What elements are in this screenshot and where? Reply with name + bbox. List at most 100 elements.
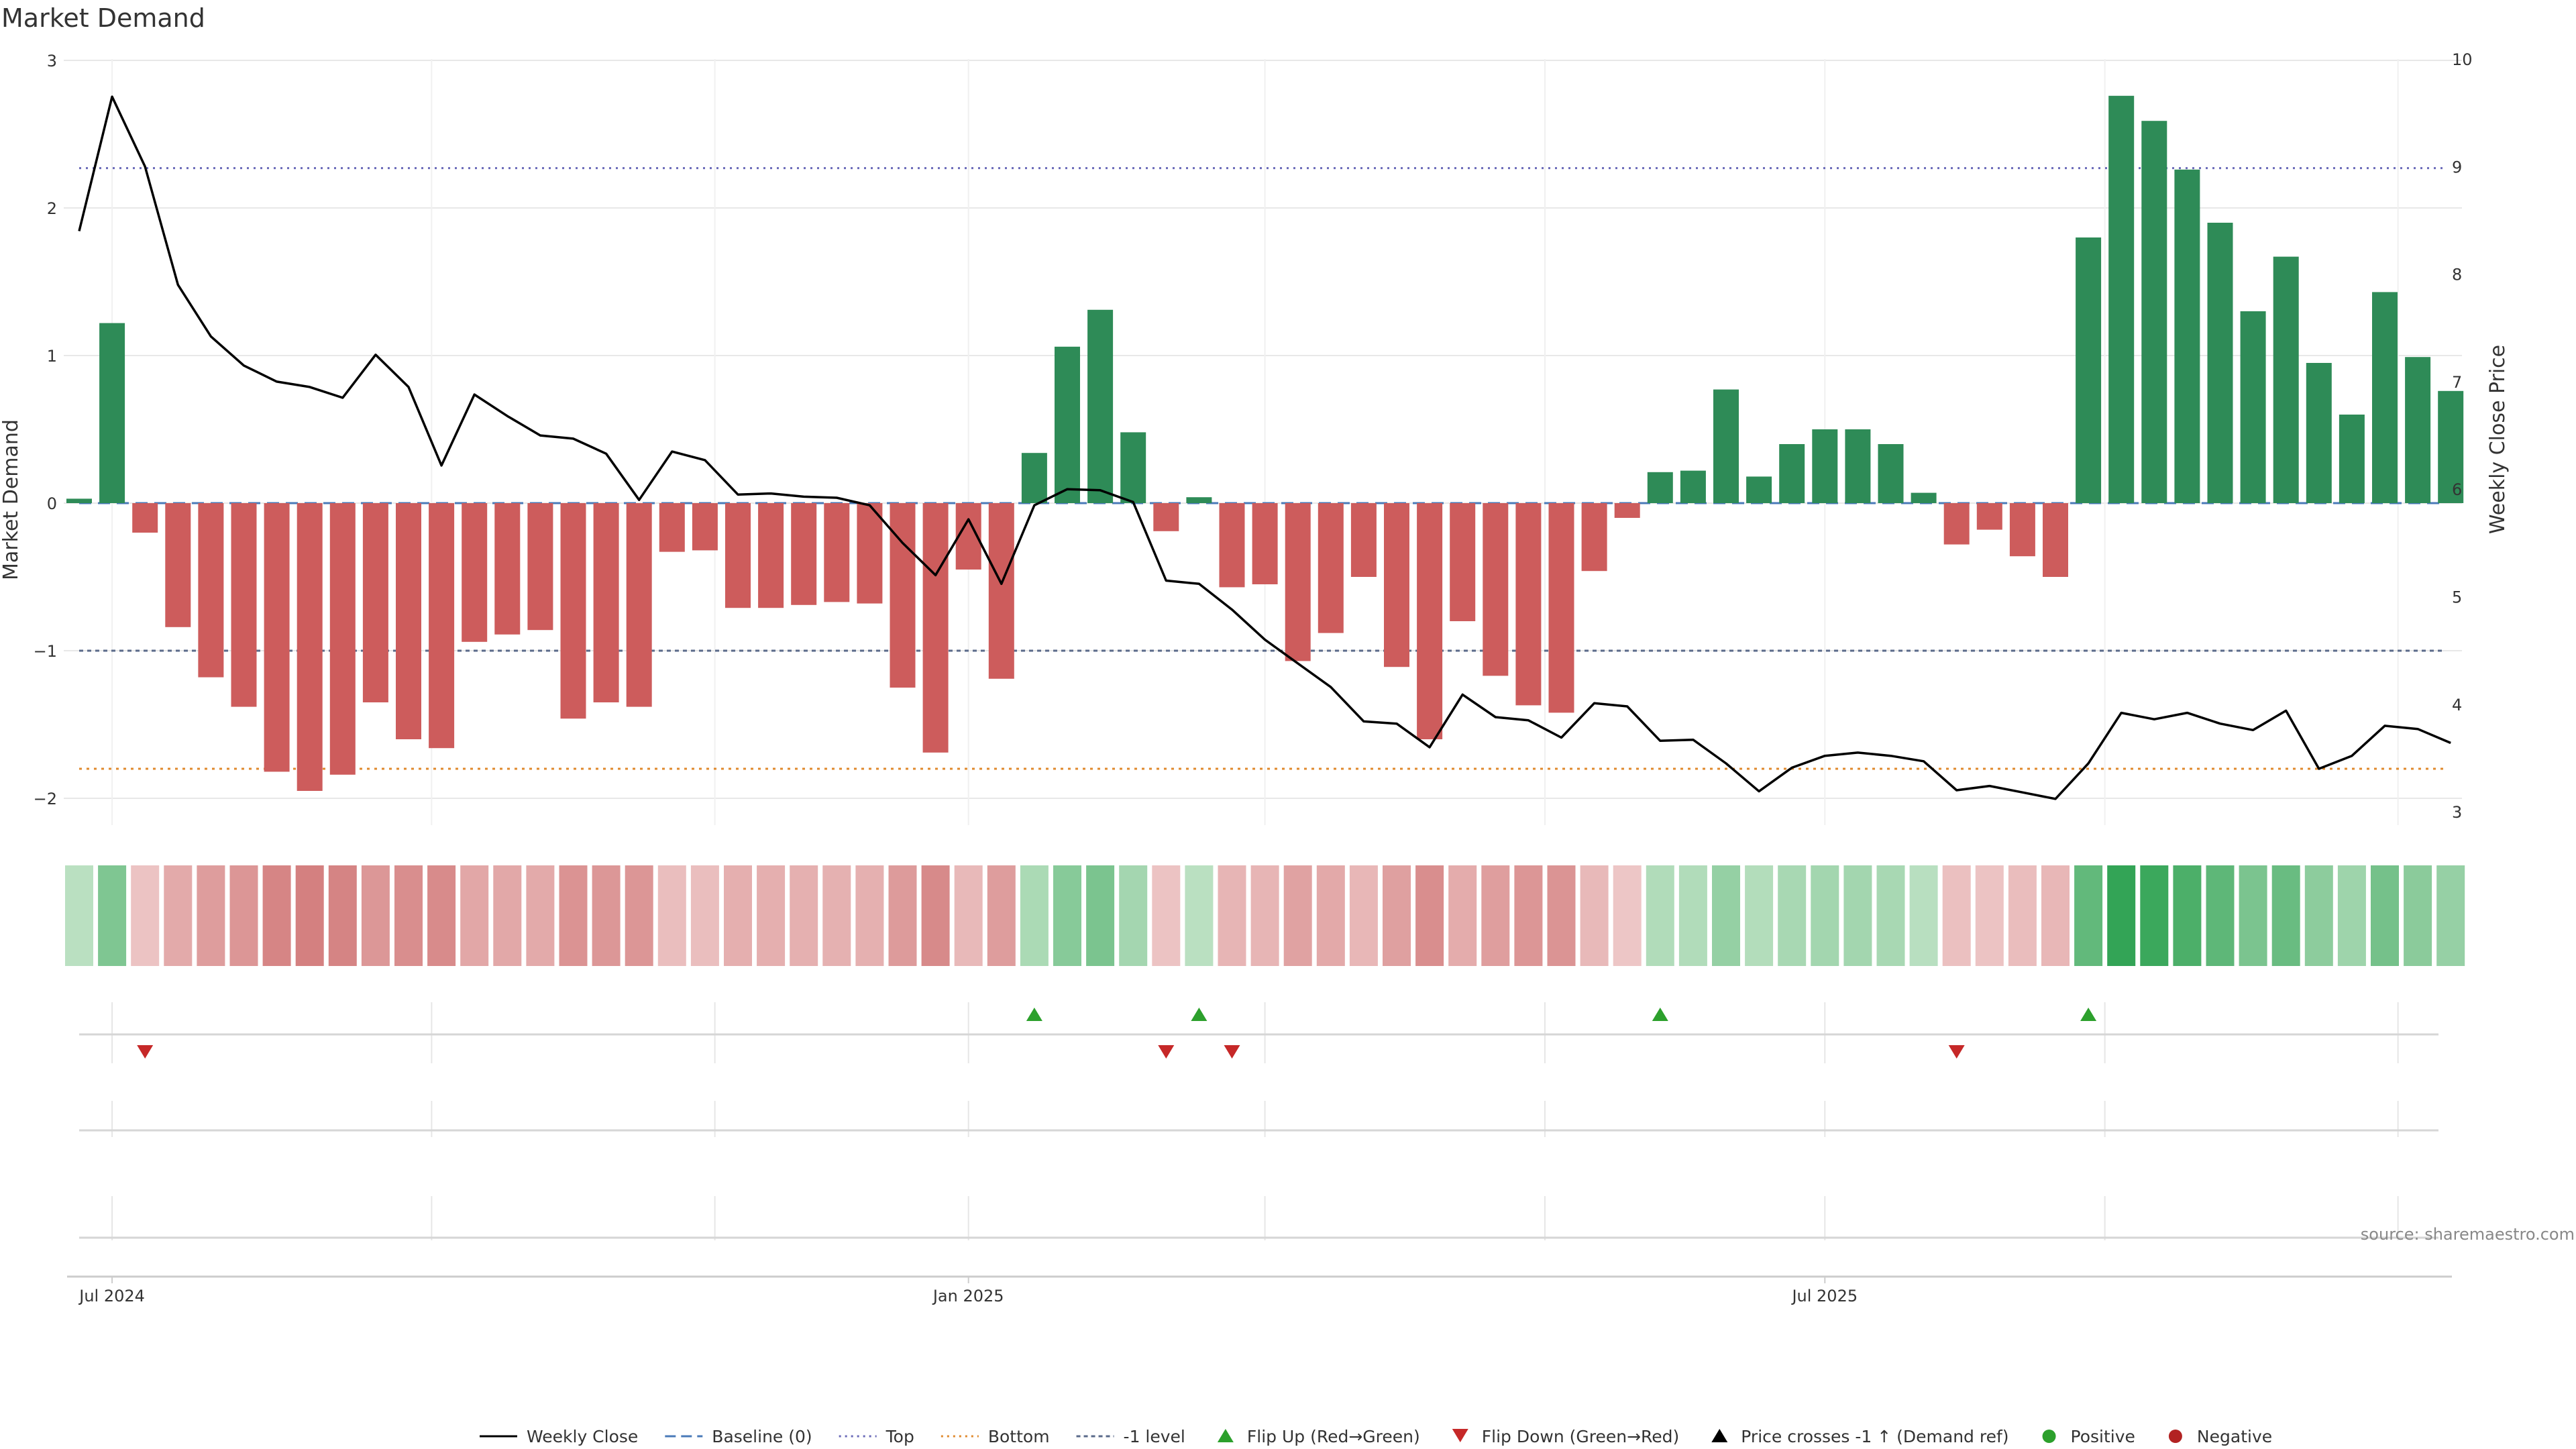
demand-bar (1779, 444, 1805, 503)
legend-label: Price crosses -1 ↑ (Demand ref) (1741, 1427, 2008, 1446)
heat-cell (790, 865, 818, 966)
demand-bar (2174, 169, 2200, 504)
heat-cell (2173, 865, 2202, 966)
y-right-tick-label: 8 (2452, 266, 2462, 284)
legend-label: Weekly Close (527, 1427, 638, 1446)
heat-cell (625, 865, 653, 966)
heat-cell (1778, 865, 1807, 966)
x-tick-label: Jul 2025 (1790, 1287, 1858, 1305)
demand-bar (758, 503, 784, 608)
demand-bar (329, 503, 356, 775)
heat-cell (98, 865, 127, 966)
y-right-tick-label: 9 (2452, 158, 2462, 176)
y-right-tick-label: 10 (2452, 50, 2473, 69)
heat-cell (229, 865, 258, 966)
demand-bar (198, 503, 224, 678)
demand-bar (890, 503, 916, 688)
heat-cell (822, 865, 851, 966)
flip-up-marker (1191, 1008, 1208, 1021)
legend-label: Negative (2197, 1427, 2272, 1446)
legend-item: Baseline (0) (665, 1427, 812, 1446)
legend-triangle-up (1217, 1429, 1234, 1442)
demand-bar (922, 503, 949, 753)
demand-bar (1515, 503, 1542, 706)
legend-item: Flip Down (Green→Red) (1452, 1427, 1679, 1446)
heat-cell (2271, 865, 2300, 966)
demand-bar (1647, 472, 1673, 503)
heat-cell (2140, 865, 2169, 966)
y-right-tick-label: 6 (2452, 480, 2462, 499)
demand-bar (2438, 390, 2464, 503)
demand-bar (1252, 503, 1278, 584)
x-tick-label: Jan 2025 (932, 1287, 1004, 1305)
demand-bar (2273, 256, 2299, 503)
heat-cell (197, 865, 225, 966)
heat-cell (65, 865, 93, 966)
demand-bar (1219, 503, 1245, 588)
axis-labels: −2 −1 0 1 2 3 3 4 5 6 7 8 9 10 (34, 50, 2473, 822)
demand-bar (462, 503, 488, 642)
heat-cell (2008, 865, 2037, 966)
heat-cell (2206, 865, 2235, 966)
legend-item: Positive (2042, 1427, 2135, 1446)
legend-triangle-up (1711, 1429, 1728, 1442)
heat-cell (954, 865, 983, 966)
heat-cell (757, 865, 786, 966)
demand-bar (2306, 363, 2332, 503)
heat-cell (1415, 865, 1444, 966)
heat-cell (361, 865, 390, 966)
heat-cell (855, 865, 884, 966)
heat-cell (1613, 865, 1642, 966)
demand-bar (1055, 346, 1080, 503)
y-right-tick-label: 7 (2452, 373, 2462, 392)
demand-bar (725, 503, 751, 608)
demand-bar (1087, 309, 1114, 503)
demand-bar (1450, 503, 1476, 621)
heat-cell (394, 865, 423, 966)
demand-bar (527, 503, 553, 631)
heat-cell (1086, 865, 1115, 966)
flip-down-marker (1224, 1045, 1240, 1059)
flip-down-marker (1948, 1045, 1965, 1059)
heat-cell (1745, 865, 1774, 966)
heat-cell (2371, 865, 2399, 966)
signal-panels (79, 1002, 2438, 1240)
legend-dot (2042, 1430, 2056, 1443)
demand-bar (626, 503, 652, 707)
y-right-tick-label: 3 (2452, 803, 2462, 822)
heat-cell (690, 865, 719, 966)
heat-cell (2074, 865, 2103, 966)
demand-bar (66, 498, 92, 503)
y-left-tick-label: 0 (47, 494, 57, 513)
heat-cell (1876, 865, 1905, 966)
legend: Weekly Close Baseline (0) Top Bottom -1 leve… (480, 1427, 2272, 1446)
heat-cell (1448, 865, 1477, 966)
legend-item: Negative (2168, 1427, 2272, 1446)
demand-bar (1845, 429, 1871, 503)
demand-bar (593, 503, 619, 702)
y-left-tick-label: 1 (47, 347, 57, 366)
heat-cell (987, 865, 1016, 966)
chart-title: Market Demand (1, 3, 205, 33)
heat-cell (921, 865, 950, 966)
demand-bar (165, 503, 191, 627)
heat-cell (131, 865, 160, 966)
heat-cell (559, 865, 588, 966)
demand-bar (99, 323, 125, 503)
x-tick-label: Jul 2024 (78, 1287, 145, 1305)
legend-label: Top (885, 1427, 914, 1446)
weekly-close-line (78, 95, 2451, 800)
demand-bar (1812, 429, 1838, 503)
demand-bar (494, 503, 521, 635)
heat-cell (1185, 865, 1214, 966)
demand-bar (2405, 357, 2431, 503)
heat-cell (1383, 865, 1411, 966)
reference-lines (79, 167, 2445, 770)
weekly-close-line-group (78, 95, 2451, 800)
heat-cell (164, 865, 193, 966)
flip-up-marker (1026, 1008, 1042, 1021)
demand-bar (659, 503, 685, 552)
heat-cell (1316, 865, 1345, 966)
legend-item: Price crosses -1 ↑ (Demand ref) (1711, 1427, 2009, 1446)
demand-heat-strip (65, 865, 2465, 966)
